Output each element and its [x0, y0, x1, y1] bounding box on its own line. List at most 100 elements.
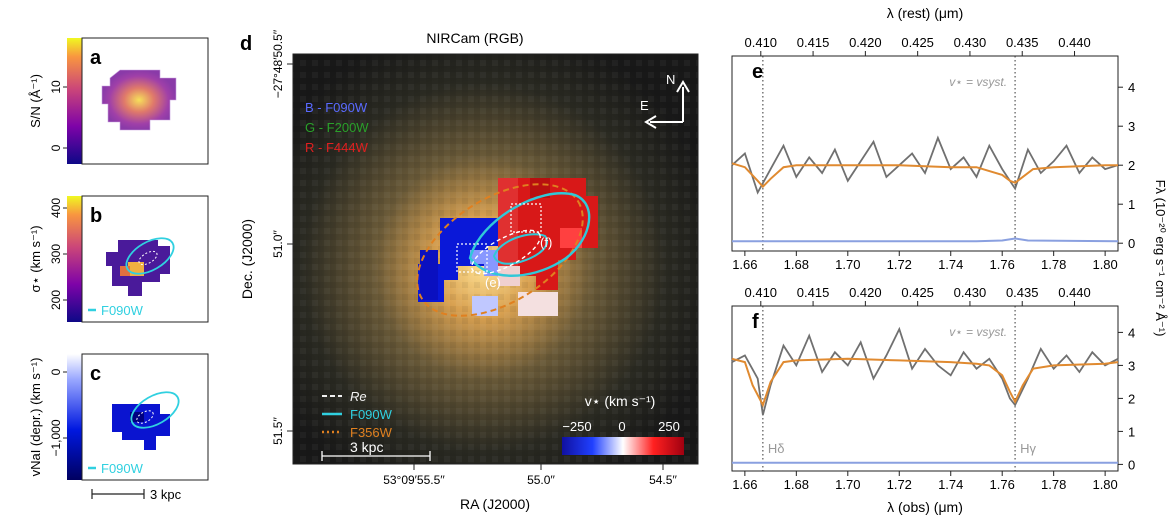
panel-d-xlabel: RA (J2000) — [460, 496, 530, 512]
panel-d-colorbar: v⋆ (km s⁻¹) −250 0 250 — [562, 393, 684, 455]
panel-a-cbar-tick: 0 — [49, 144, 63, 151]
panel-e-systemic-label: v⋆ = vsyst. — [949, 75, 1007, 89]
spectra-top-axis-label: λ (rest) (μm) — [887, 5, 964, 21]
panel-b-center — [120, 266, 130, 276]
panel-f-toptick: 0.425 — [901, 285, 934, 300]
panel-c-colorbar — [67, 354, 82, 480]
panel-f-line-label: Hδ — [768, 441, 785, 456]
panel-e-frame — [731, 55, 1119, 252]
panel-f-ytick: 1 — [1128, 424, 1135, 439]
panel-e-xtick: 1.66 — [732, 257, 757, 272]
panel-f-toptick: 0.410 — [745, 285, 778, 300]
panel-a-cbar-tick: 10 — [49, 80, 63, 94]
panel-b-cbar-tick: 300 — [49, 244, 63, 264]
panel-f-ytick: 0 — [1128, 457, 1135, 472]
panel-c-ylabel: vNaI (depr.) (km s⁻¹) — [28, 358, 43, 477]
panel-b-ylabel: σ⋆ (km s⁻¹) — [28, 225, 43, 292]
panel-b-cbar-tick: 200 — [49, 290, 63, 310]
panel-f-xtick: 1.72 — [887, 477, 912, 492]
panel-a: 10 0 S/N (Å⁻¹) a — [28, 37, 209, 165]
panel-b-contour — [125, 237, 175, 275]
panel-e-toptick: 0.410 — [745, 35, 778, 50]
panel-e-series-2 — [732, 237, 1119, 243]
panel-d-re-contour — [471, 229, 541, 275]
panel-d-legend-label: F356W — [350, 425, 393, 440]
panel-d-title: NIRCam (RGB) — [426, 30, 523, 46]
panel-f-xtick: 1.74 — [938, 477, 963, 492]
panel-c-cbar-tick: 0 — [49, 368, 63, 375]
panel-e-series-0 — [731, 135, 1119, 195]
panel-d-f090w-contour — [468, 192, 591, 277]
panel-e-series-1 — [731, 162, 1118, 189]
panel-d: d NIRCam (RGB) (f) (e) B - — [239, 29, 699, 512]
panel-f-frame — [731, 305, 1119, 472]
panel-a-colorbar — [67, 38, 82, 164]
panel-d-frame — [292, 53, 699, 465]
panel-e-xtick: 1.68 — [784, 257, 809, 272]
panel-e-toptick: 0.430 — [954, 35, 987, 50]
panel-f-series-1 — [731, 357, 1119, 408]
panel-c-contour — [136, 410, 154, 424]
panel-d-scalebar: 3 kpc — [321, 439, 431, 461]
panel-a-ylabel: S/N (Å⁻¹) — [28, 74, 43, 128]
panel-e-ytick: 4 — [1128, 80, 1135, 95]
panel-f-xtick: 1.76 — [990, 477, 1015, 492]
panel-d-region-label: (f) — [540, 235, 552, 250]
panel-f-toptick: 0.420 — [849, 285, 882, 300]
panel-e-xtick: 1.72 — [887, 257, 912, 272]
panel-e-ytick: 2 — [1128, 158, 1135, 173]
panel-e-toptick: 0.440 — [1058, 35, 1091, 50]
panel-f-xtick: 1.78 — [1041, 477, 1066, 492]
panel-a-letter: a — [90, 47, 102, 69]
panel-e-ytick: 0 — [1128, 236, 1135, 251]
panel-e-ytick: 3 — [1128, 119, 1135, 134]
panel-e-ytick: 1 — [1128, 197, 1135, 212]
panel-f-xtick: 1.70 — [835, 477, 860, 492]
panel-e-xtick: 1.80 — [1092, 257, 1117, 272]
panel-d-xtick: 55.0′′ — [527, 473, 556, 487]
panel-b-colorbar — [67, 196, 82, 322]
panel-f-series-0 — [731, 326, 1119, 416]
panel-d-ytick: 51.5′′ — [271, 416, 285, 445]
panel-f-ytick: 2 — [1128, 391, 1135, 406]
panel-d-legend-label: Re — [350, 389, 367, 404]
panel-d-band-label: R - F444W — [305, 140, 369, 155]
panel-d-xtick: 53°09′55.5′′ — [383, 473, 445, 487]
panel-b-frame — [81, 195, 209, 323]
panel-e-toptick: 0.415 — [797, 35, 830, 50]
spectra-bottom-axis-label: λ (obs) (μm) — [887, 499, 963, 515]
panel-f-xtick: 1.80 — [1092, 477, 1117, 492]
panel-e-xtick: 1.70 — [835, 257, 860, 272]
panel-f-systemic-label: v⋆ = vsyst. — [949, 325, 1007, 339]
panel-d-band-label: G - F200W — [305, 120, 369, 135]
panel-f: 1.66 1.68 1.70 1.72 1.74 1.76 1.78 1.80 0.410 0.4… — [731, 285, 1135, 492]
panel-c-scalebar-label: 3 kpc — [150, 487, 182, 502]
panel-c: 0 −1,000 vNaI (depr.) (km s⁻¹) c F090W 3… — [28, 353, 209, 502]
panel-f-toptick: 0.435 — [1006, 285, 1039, 300]
panel-c-center — [130, 412, 144, 422]
panel-d-compass-north: N — [666, 72, 675, 87]
panel-d-f356w-contour — [416, 183, 584, 317]
panel-d-compass-east: E — [640, 98, 649, 113]
panel-f-ytick: 4 — [1128, 325, 1135, 340]
panel-d-region-box-e — [456, 243, 488, 273]
panel-b-cbar-tick: 400 — [49, 198, 63, 218]
panel-d-region-label: (e) — [485, 275, 501, 290]
panel-d-legend-label: F090W — [350, 407, 393, 422]
spectra-right-axis-label: Fλ (10⁻²⁰ erg s⁻¹ cm⁻² Å⁻¹) — [1153, 180, 1168, 337]
panel-f-toptick: 0.440 — [1058, 285, 1091, 300]
panel-b-contour — [138, 250, 158, 266]
panel-d-region-box-f — [510, 203, 542, 233]
panel-e-toptick: 0.420 — [849, 35, 882, 50]
panel-b-letter: b — [90, 205, 102, 227]
panel-f-ytick: 3 — [1128, 358, 1135, 373]
panel-f-letter: f — [752, 311, 759, 333]
panel-d-ylabel: Dec. (J2000) — [239, 219, 255, 299]
panel-e-xtick: 1.74 — [938, 257, 963, 272]
panel-d-colorbar-title: v⋆ (km s⁻¹) — [585, 393, 656, 409]
panel-c-contour — [130, 391, 180, 429]
panel-f-toptick: 0.415 — [797, 285, 830, 300]
panel-d-colorbar-tick: 0 — [618, 419, 625, 434]
panel-d-letter: d — [240, 33, 252, 55]
